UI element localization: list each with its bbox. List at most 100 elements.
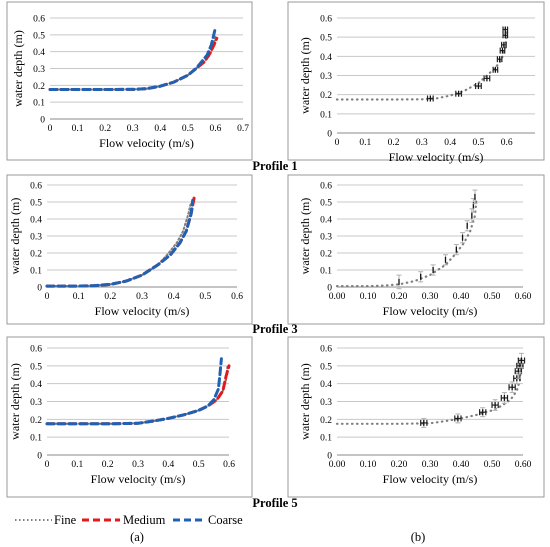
frame-p3b [287,174,545,325]
x-tick-label: 0.1 [71,460,83,470]
y-tick-label: 0.4 [30,216,42,226]
y-tick-label: 0.6 [30,182,42,192]
x-tick-label: 0.3 [132,460,144,470]
y-tick-label: 0.5 [30,362,42,372]
x-tick-label: 0.1 [73,292,85,302]
x-axis-label: Flow velocity (m/s) [99,136,194,150]
profile-caption-1: Profile 1 [252,159,297,173]
chart-profile1-b: 0 0.1 0.2 0.3 0.4 0.5 0.6 0 0.1 0.2 0.3 0.4 0.5 0.6 Fl… [298,15,535,164]
y-tick-label: 0.3 [320,398,332,408]
x-tick-label: 0.5 [182,124,194,134]
series-line-medium [45,195,196,288]
chart-profile5-b: 0 0.1 0.2 0.3 0.4 0.5 0.6 0.00 0.10 0.20 0.30 0.40 0… [298,345,532,487]
chart-profile3-a: 0 0.1 0.2 0.3 0.4 0.5 0.6 0 0.1 0.2 0.3 0.4 0.5 0.6 Fl… [8,182,243,319]
y-tick-label: 0.6 [320,182,332,192]
y-axis-label: water depth (m) [298,37,312,114]
y-tick-label: 0.2 [320,416,332,426]
legend-label-medium: Medium [123,513,166,527]
y-axis-label: water depth (m) [8,198,22,275]
x-tick-label: 0.6 [223,460,235,470]
x-tick-label: 0.6 [209,124,221,134]
frame-p5b [287,336,545,498]
x-tick-label: 0.2 [104,292,116,302]
y-tick-label: 0.1 [320,267,332,277]
y-tick-label: 0 [327,452,332,462]
chart-profile1-a: 0 0.1 0.2 0.3 0.4 0.5 0.6 0 0.1 0.2 0.3 0.4 0.5 0.6 0.… [11,15,249,151]
y-tick-label: 0 [37,284,42,294]
x-tick-label: 0.1 [72,124,84,134]
y-axis-label: water depth (m) [11,30,25,107]
subfigure-label-b: (b) [411,530,426,544]
y-tick-label: 0.3 [33,65,45,75]
y-tick-label: 0.3 [30,233,42,243]
x-tick-label: 0.40 [453,292,470,302]
series-line-medium [48,36,219,91]
series-line-fine [46,364,229,425]
frame-p1b [287,1,545,161]
y-tick-label: 0.1 [320,434,332,444]
x-tick-label: 0.4 [162,460,174,470]
x-tick-label: 0.5 [199,292,211,302]
legend: Fine Medium Coarse [15,513,243,527]
x-tick-label: 0.1 [359,138,371,148]
y-tick-label: 0.2 [320,250,332,260]
series-line-coarse [45,357,223,426]
x-axis-label: Flow velocity (m/s) [91,472,186,486]
x-tick-label: 0.4 [444,138,456,148]
x-tick-label: 0.5 [472,138,484,148]
y-tick-label: 0.6 [320,15,332,25]
x-tick-label: 0.30 [422,460,439,470]
y-tick-label: 0.6 [320,345,332,355]
x-tick-label: 0.50 [484,292,501,302]
x-axis-label: Flow velocity (m/s) [389,150,484,164]
series-line-fine [49,33,217,91]
series-line-medium [45,364,231,426]
series-line-fine [335,197,478,288]
chart-profile5-a: 0 0.1 0.2 0.3 0.4 0.5 0.6 0 0.1 0.2 0.3 0.4 0.5 0.6 Fl… [8,345,235,487]
x-tick-label: 0.7 [237,124,249,134]
x-tick-label: 0 [45,460,50,470]
x-axis-label: Flow velocity (m/s) [383,472,478,486]
legend-label-coarse: Coarse [208,513,243,527]
profile-caption-3: Profile 3 [252,322,297,336]
x-tick-label: 0 [45,292,50,302]
y-tick-label: 0 [327,284,332,294]
y-tick-label: 0.5 [320,199,332,209]
x-tick-label: 0.60 [515,460,532,470]
y-tick-label: 0.3 [320,233,332,243]
x-tick-label: 0.6 [231,292,243,302]
frame-p5a [6,336,253,498]
y-tick-label: 0.5 [33,31,45,41]
subfigure-label-a: (a) [130,530,144,544]
y-tick-label: 0 [37,452,42,462]
y-tick-label: 0.5 [30,199,42,209]
y-tick-label: 0.1 [30,434,42,444]
y-tick-label: 0 [40,116,45,126]
series-line-fine [46,201,193,288]
x-tick-label: 0.3 [416,138,428,148]
series-line-fine [335,355,523,425]
x-tick-label: 0.2 [102,460,114,470]
y-tick-label: 0.3 [320,72,332,82]
y-tick-label: 0.4 [30,380,42,390]
x-tick-label: 0.20 [391,292,408,302]
y-tick-label: 0.4 [320,380,332,390]
x-tick-label: 0.3 [127,124,139,134]
x-tick-label: 0.4 [168,292,180,302]
x-tick-label: 0.5 [193,460,205,470]
x-tick-label: 0.20 [391,460,408,470]
y-axis-label: water depth (m) [8,363,22,440]
x-tick-label: 0.2 [99,124,111,134]
x-tick-label: 0.00 [329,460,346,470]
y-tick-label: 0.4 [320,216,332,226]
x-tick-label: 0.50 [484,460,501,470]
series-line-coarse [48,26,217,91]
y-tick-label: 0.2 [320,91,332,101]
x-axis-label: Flow velocity (m/s) [95,304,190,318]
x-tick-label: 0 [48,124,53,134]
x-tick-label: 0.4 [154,124,166,134]
x-tick-label: 0.3 [136,292,148,302]
x-tick-label: 0 [335,138,340,148]
x-tick-label: 0.10 [360,292,377,302]
x-tick-label: 0.00 [329,292,346,302]
